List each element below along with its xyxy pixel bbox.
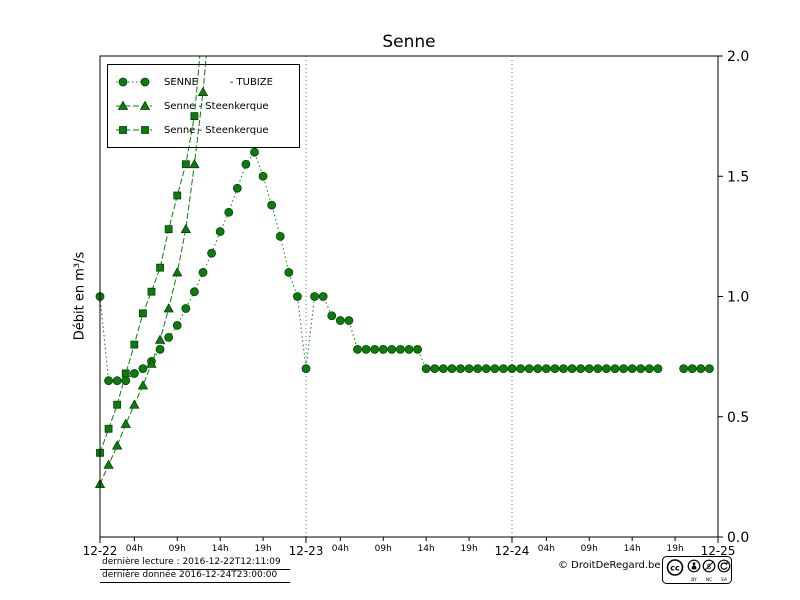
legend-item-tubize: SENNE - TUBIZE (114, 70, 293, 94)
svg-text:cc: cc (670, 564, 680, 573)
svg-text:14h: 14h (624, 544, 641, 554)
svg-text:19h: 19h (667, 544, 684, 554)
triangle-marker-dashed-line-icon (116, 100, 152, 110)
circle-marker-dotted-line-icon (116, 77, 152, 87)
svg-text:04h: 04h (538, 544, 555, 554)
svg-text:19h: 19h (461, 544, 478, 554)
y-axis: 0.0 0.5 1.0 1.5 2.0 (718, 49, 749, 546)
cc-by-nc-sa-icon: cc $ BY NC SA (662, 556, 732, 584)
svg-text:09h: 09h (169, 544, 186, 554)
series-markers-0 (95, 147, 714, 386)
legend-label-steenkerque-1: Senne - Steenkerque (164, 100, 269, 112)
svg-text:09h: 09h (375, 544, 392, 554)
svg-text:04h: 04h (126, 544, 143, 554)
svg-text:19h: 19h (255, 544, 272, 554)
svg-text:12-23: 12-23 (289, 544, 324, 558)
svg-text:12-22: 12-22 (83, 544, 118, 558)
series-line-0 (100, 151, 710, 382)
svg-text:BY: BY (691, 577, 697, 583)
series-markers-2 (96, 112, 199, 457)
legend-item-steenkerque-2: Senne - Steenkerque (114, 118, 293, 142)
svg-text:1.0: 1.0 (727, 290, 749, 306)
svg-text:14h: 14h (418, 544, 435, 554)
square-marker-dashed-line-icon (116, 126, 152, 134)
legend-label-steenkerque-2: Senne - Steenkerque (164, 124, 269, 136)
x-axis: 12-22 12-23 12-24 12-25 04h 09h 14h 19h 04h 09h 14… (83, 537, 736, 558)
legend: SENNE - TUBIZE Senne - Steenkerque Senne… (107, 64, 300, 148)
svg-text:14h: 14h (212, 544, 229, 554)
legend-label-tubize: SENNE - TUBIZE (164, 76, 273, 88)
series-line-1 (100, 56, 207, 485)
svg-text:12-24: 12-24 (495, 544, 530, 558)
cc-license-badge[interactable]: cc $ BY NC SA (662, 556, 732, 588)
svg-text:09h: 09h (581, 544, 598, 554)
svg-text:2.0: 2.0 (727, 49, 749, 65)
svg-text:04h: 04h (332, 544, 349, 554)
last-reading-text: dernière lecture : 2016-12-22T12:11:09 (100, 557, 290, 570)
svg-text:0.5: 0.5 (727, 410, 749, 426)
svg-text:1.5: 1.5 (727, 169, 749, 185)
last-data-text: dernière donnée 2016-12-24T23:00:00 (100, 570, 290, 583)
svg-text:0.0: 0.0 (727, 530, 749, 546)
chart-title: Senne (382, 32, 436, 52)
legend-item-steenkerque-1: Senne - Steenkerque (114, 94, 293, 118)
gridlines (305, 56, 513, 537)
svg-text:12-25: 12-25 (701, 544, 736, 558)
data-timestamps: dernière lecture : 2016-12-22T12:11:09 d… (100, 557, 290, 583)
y-axis-label: Débit en m³/s (72, 251, 88, 341)
svg-text:SA: SA (721, 577, 728, 583)
svg-text:NC: NC (706, 577, 713, 583)
copyright-text: © DroitDeRegard.be (558, 560, 661, 571)
